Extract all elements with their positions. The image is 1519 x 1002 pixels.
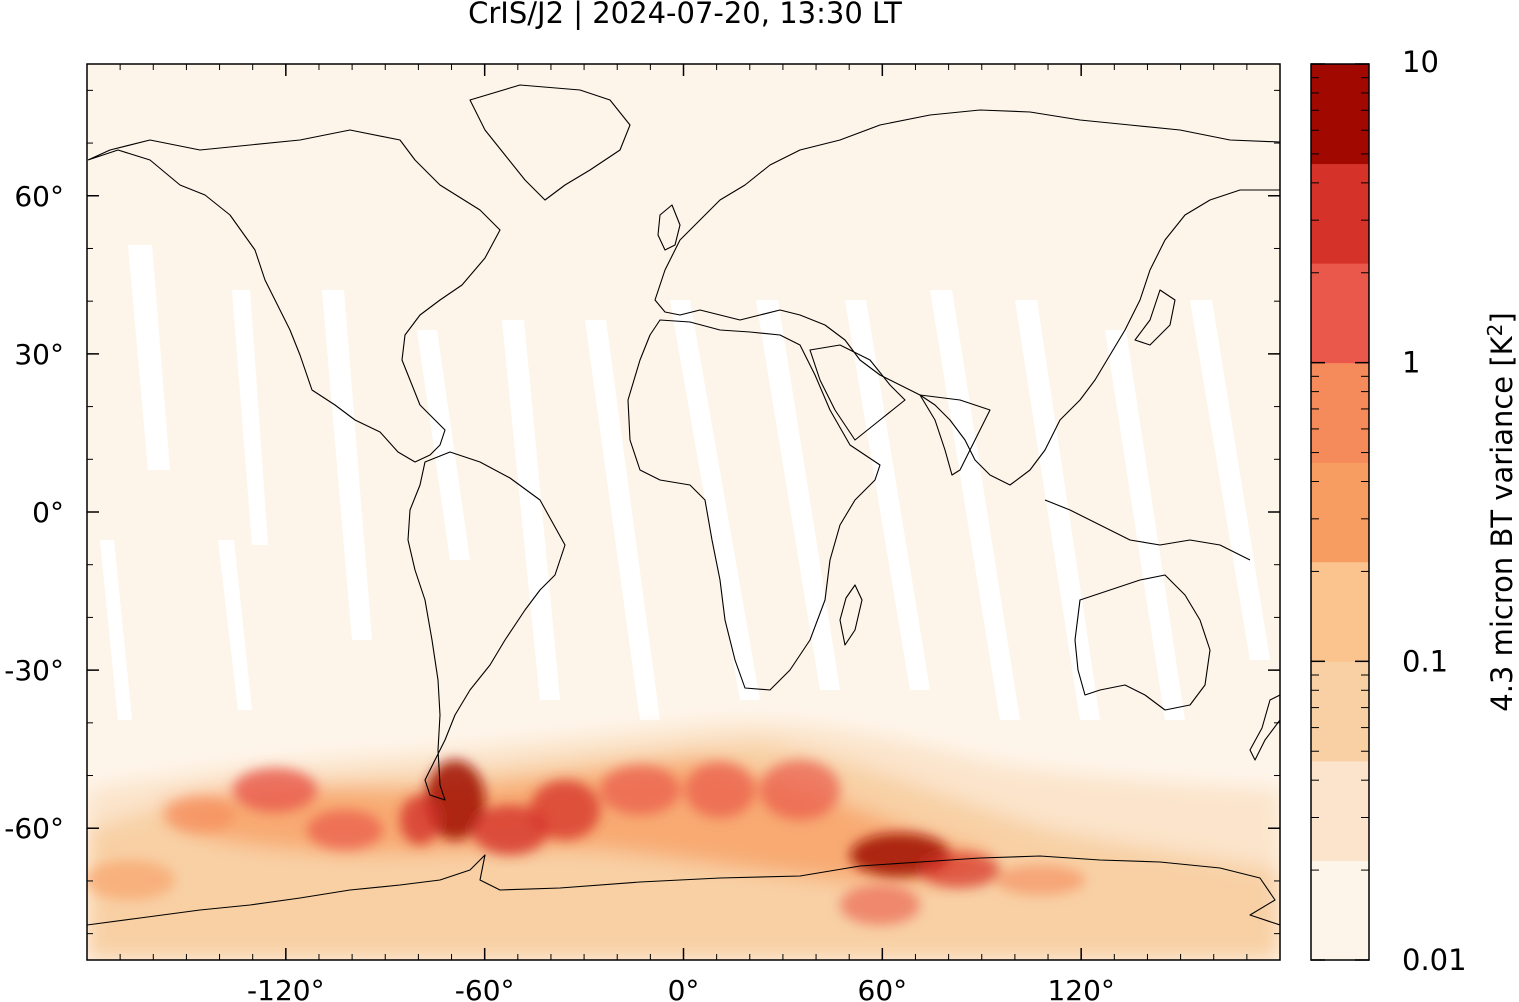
coastline-africa: [627, 319, 881, 691]
orbit-gap: [100, 540, 132, 720]
lon-tick-label: 60°: [858, 974, 908, 1002]
orbit-gaps: [100, 245, 1270, 720]
orbit-gap: [670, 300, 760, 700]
lon-tick-label: -60°: [455, 974, 515, 1002]
coastline-north-america: [87, 129, 501, 463]
orbit-gap: [218, 540, 252, 710]
colorbar-bin: [1311, 462, 1369, 563]
coastline-australia: [1074, 574, 1211, 711]
variance-cell: [840, 885, 920, 925]
colorbar-frame: [1310, 63, 1370, 961]
coastline-japan: [1134, 289, 1176, 346]
colorbar-tick-label: 0.1: [1402, 644, 1448, 678]
coastline-arabia: [809, 344, 906, 441]
variance-cell: [530, 780, 600, 840]
colorbar-tick-label: 1: [1402, 346, 1420, 380]
colorbar-tick-label: 0.01: [1402, 943, 1467, 977]
colorbar-bin: [1311, 163, 1369, 264]
colorbar: [1310, 63, 1370, 961]
colorbar-bin: [1311, 561, 1369, 662]
variance-cell: [760, 760, 840, 820]
variance-field: [87, 722, 1280, 960]
variance-cell: [685, 762, 755, 818]
lon-tick-label: -120°: [247, 974, 325, 1002]
map-title: CrIS/J2 | 2024-07-20, 13:30 LT: [468, 0, 902, 30]
coastline-india: [919, 394, 991, 476]
colorbar-bin: [1311, 760, 1369, 861]
colorbar-bin: [1311, 263, 1369, 364]
colorbar-tick-label: 10: [1402, 45, 1439, 79]
axis-ticks: [87, 64, 1280, 960]
variance-cell: [233, 768, 317, 812]
orbit-gap: [930, 290, 1020, 720]
colorbar-ticks: 10 1 0.1 0.01: [1311, 45, 1467, 977]
lat-tick-label: -30°: [4, 654, 64, 687]
variance-cell: [600, 765, 680, 815]
orbit-gap: [756, 300, 840, 690]
orbit-gap: [417, 330, 470, 560]
coastline-british-isles: [657, 204, 681, 251]
variance-cell: [87, 860, 175, 900]
lon-tick-label: 120°: [1047, 974, 1114, 1002]
lat-tick-label: 0°: [32, 496, 64, 529]
orbit-gap: [1015, 300, 1100, 720]
axis-labels: -120° -60° 0° 60° 120° 60° 30° 0° -30° -60°: [4, 180, 1115, 1002]
coastline-greenland: [469, 84, 631, 201]
coastline-south-america: [407, 451, 566, 801]
lon-tick-label: 0°: [668, 974, 700, 1002]
colorbar-bin: [1311, 362, 1369, 463]
orbit-gap: [845, 300, 930, 690]
orbit-gap: [502, 320, 560, 700]
coastline-indonesia: [1044, 499, 1251, 561]
coastline-europe-asia: [654, 109, 1280, 486]
variance-cell: [165, 797, 235, 833]
orbit-gap: [232, 290, 268, 545]
orbit-gap: [1105, 330, 1185, 720]
lat-tick-label: 30°: [14, 338, 64, 371]
coastlines: [87, 84, 1280, 926]
variance-cell: [400, 795, 440, 845]
colorbar-label: 4.3 micron BT variance [K2]: [1483, 312, 1519, 712]
orbit-gap: [322, 290, 372, 640]
colorbar-bin: [1311, 64, 1369, 165]
colorbar-bin: [1311, 860, 1369, 961]
coastline-madagascar: [839, 584, 863, 646]
variance-cell: [307, 810, 383, 850]
variance-cell: [995, 865, 1085, 895]
orbit-gap: [128, 245, 170, 470]
lat-tick-label: -60°: [4, 812, 64, 845]
variance-cell: [472, 805, 548, 855]
coastline-new-zealand: [1249, 694, 1280, 761]
orbit-gap: [585, 320, 660, 720]
lat-tick-label: 60°: [14, 180, 64, 213]
colorbar-bin: [1311, 661, 1369, 762]
coastline-antarctica: [87, 854, 1280, 926]
orbit-gap: [1190, 300, 1270, 660]
